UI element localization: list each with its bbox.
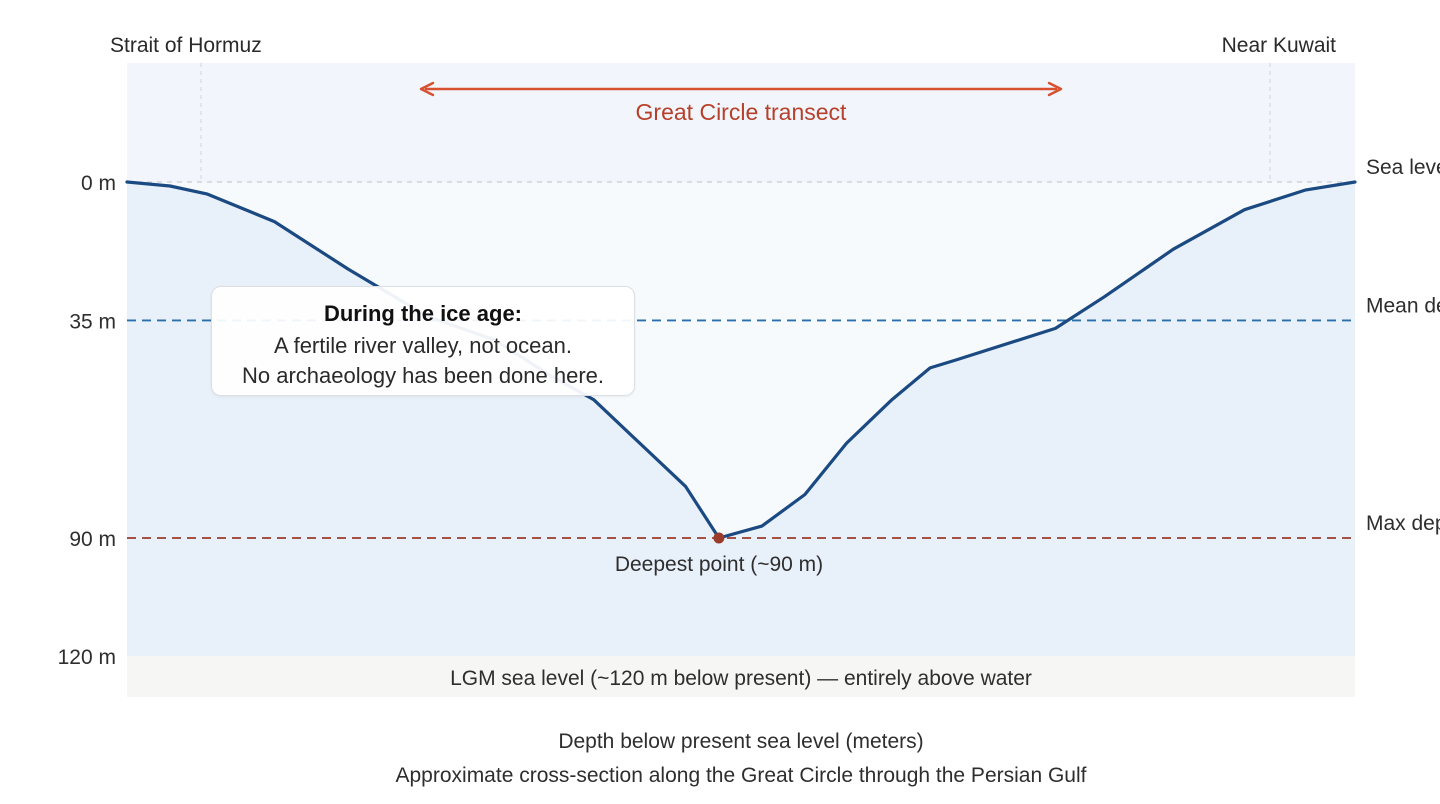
endpoint-right-label: Near Kuwait [1222,34,1337,57]
y-tick-label: 90 m [69,528,116,551]
endpoint-left-label: Strait of Hormuz [110,34,262,57]
y-axis-title: Depth below present sea level (meters) [558,730,924,753]
y-axis-ticks: 0 m 35 m 90 m 120 m [58,172,116,669]
ice-age-callout: During the ice age: A fertile river vall… [211,286,635,396]
transect-arrow-left-head [419,81,435,97]
y-tick-label: 35 m [69,310,116,333]
y-tick-label: 0 m [81,172,116,195]
reference-line-labels: Sea level Mean depth Max depth [1366,156,1440,535]
reference-line-label: Mean depth [1366,294,1440,317]
reference-line-label: Max depth [1366,512,1440,535]
y-tick-label: 120 m [58,646,116,669]
deepest-point-marker [713,532,725,544]
x-axis-title: Approximate cross-section along the Grea… [395,764,1087,787]
deepest-point-label: Deepest point (~90 m) [615,553,823,576]
water-fill [127,182,1355,538]
callout-line-2: No archaeology has been done here. [241,363,605,388]
callout-line-1: A fertile river valley, not ocean. [274,333,572,358]
reference-line-label: Sea level [1366,156,1440,179]
reference-lines [127,181,1355,539]
transect-arrow [419,81,1063,97]
transect-arrow-right-head [1047,81,1063,97]
lgm-band [127,656,1355,697]
transect-label: Great Circle transect [636,99,848,125]
lgm-band-label: LGM sea level (~120 m below present) — e… [450,667,1032,690]
profile-line [125,180,1357,540]
callout-heading: During the ice age: [323,301,523,326]
